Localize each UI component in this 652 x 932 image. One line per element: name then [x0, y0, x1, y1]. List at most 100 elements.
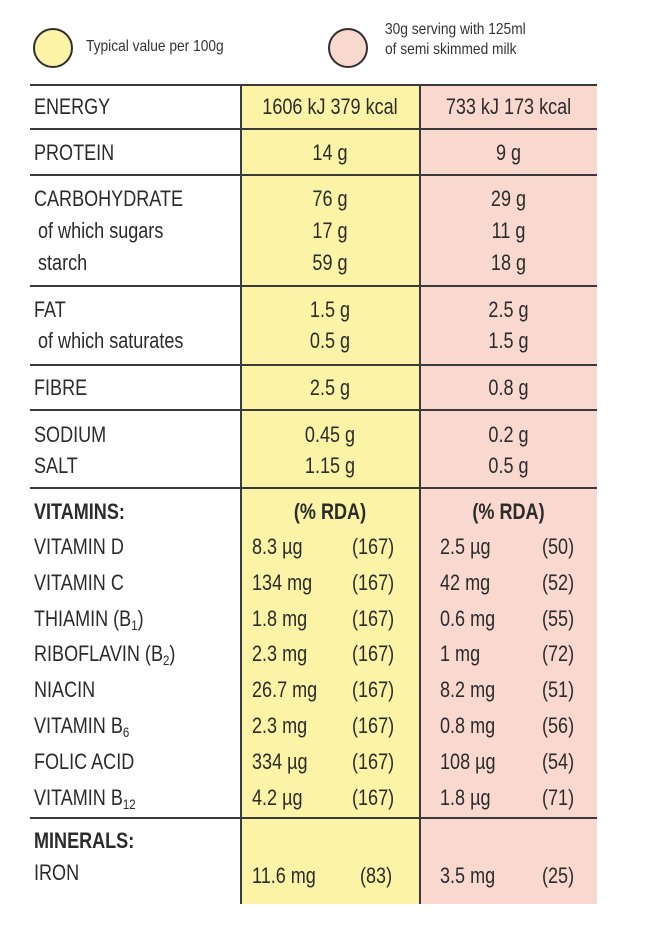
vitamin-rda-per-100g: (167) — [352, 785, 395, 810]
vitamin-rda-per-100g: (167) — [352, 534, 395, 559]
vitamin-label-text: VITAMIN B — [34, 785, 123, 810]
per-100g-legend-label: Typical value per 100g — [86, 38, 224, 55]
rda-heading-per-serving: (% RDA) — [472, 499, 545, 524]
vitamin-label-text: VITAMIN C — [34, 570, 124, 595]
serving-legend-line-2: of semi skimmed milk — [385, 41, 517, 58]
vitamin-per-100g: 134 mg — [252, 570, 313, 595]
vitamin-rda-per-100g: (167) — [352, 570, 395, 595]
row-divider — [30, 84, 597, 86]
vitamin-label-text: NIACIN — [34, 677, 96, 702]
carbohydrate-label: CARBOHYDRATE — [34, 186, 184, 211]
vitamin-label-text: VITAMIN D — [34, 534, 124, 559]
sugars-per-serving: 11 g — [491, 218, 526, 243]
vitamin-label-close: ) — [137, 606, 144, 631]
fibre-per-serving: 0.8 g — [488, 375, 529, 400]
column-divider-left — [240, 84, 242, 904]
fat-per-100g: 1.5 g — [309, 297, 351, 322]
saturates-per-100g: 0.5 g — [309, 328, 351, 353]
vitamin-rda-per-serving: (55) — [542, 606, 575, 631]
vitamin-rda-per-100g: (167) — [352, 606, 395, 631]
vitamin-per-serving: 108 µg — [440, 749, 496, 774]
salt-per-serving: 0.5 g — [488, 453, 529, 478]
salt-per-100g: 1.15 g — [304, 453, 356, 478]
starch-per-serving: 18 g — [490, 250, 527, 275]
vitamin-per-100g: 1.8 mg — [252, 606, 308, 631]
nutrition-table: ENERGY 1606 kJ 379 kcal 733 kJ 173 kcal … — [30, 84, 597, 904]
salt-label: SALT — [34, 453, 78, 478]
serving-swatch — [328, 28, 368, 68]
vitamin-label-text: RIBOFLAVIN (B — [34, 641, 163, 666]
iron-rda-per-100g: (83) — [360, 863, 393, 888]
vitamin-label: THIAMIN (B1) — [34, 603, 144, 635]
sugars-per-100g: 17 g — [312, 218, 348, 243]
vitamin-label: VITAMIN B12 — [34, 782, 136, 814]
starch-per-100g: 59 g — [312, 250, 348, 275]
vitamin-label-subscript: 12 — [122, 796, 136, 812]
vitamin-rda-per-serving: (52) — [542, 570, 575, 595]
rda-heading-per-100g: (% RDA) — [293, 499, 367, 524]
row-divider — [30, 174, 597, 176]
vitamin-label: RIBOFLAVIN (B2) — [34, 638, 175, 670]
per-serving-column — [420, 84, 597, 904]
vitamin-per-serving: 1 mg — [440, 641, 481, 666]
vitamin-rda-per-100g: (167) — [352, 749, 395, 774]
per-100g-swatch — [33, 28, 73, 68]
fibre-label: FIBRE — [34, 375, 88, 400]
legend: Typical value per 100g 30g serving with … — [30, 18, 610, 78]
row-divider — [30, 285, 597, 287]
vitamin-label-text: VITAMIN B — [34, 713, 123, 738]
vitamin-per-serving: 1.8 µg — [440, 785, 491, 810]
minerals-heading: MINERALS: — [34, 828, 135, 853]
vitamin-rda-per-serving: (54) — [542, 749, 575, 774]
vitamin-label-subscript: 1 — [131, 617, 138, 633]
vitamin-label-text: THIAMIN (B — [34, 606, 132, 631]
vitamin-label-close: ) — [169, 641, 176, 666]
vitamin-label: VITAMIN C — [34, 567, 124, 599]
iron-label: IRON — [34, 860, 80, 885]
vitamin-per-100g: 2.3 mg — [252, 641, 308, 666]
row-divider — [30, 817, 597, 819]
vitamin-label: VITAMIN B6 — [34, 710, 129, 742]
protein-label: PROTEIN — [34, 140, 115, 165]
energy-label: ENERGY — [34, 94, 111, 119]
vitamin-label: VITAMIN D — [34, 531, 124, 563]
row-divider — [30, 364, 597, 366]
vitamin-per-serving: 2.5 µg — [440, 534, 491, 559]
carbohydrate-per-serving: 29 g — [490, 186, 527, 211]
vitamin-label-subscript: 2 — [162, 652, 170, 668]
serving-legend-label: 30g serving with 125ml of semi skimmed m… — [385, 20, 526, 60]
fat-label: FAT — [34, 297, 66, 322]
vitamin-label: NIACIN — [34, 674, 95, 706]
iron-per-serving: 3.5 mg — [440, 863, 496, 888]
fibre-per-100g: 2.5 g — [309, 375, 351, 400]
sugars-label: of which sugars — [38, 218, 164, 243]
vitamin-rda-per-100g: (167) — [352, 677, 395, 702]
vitamin-rda-per-100g: (167) — [352, 713, 395, 738]
starch-label: starch — [38, 250, 88, 275]
row-divider — [30, 409, 597, 411]
vitamin-rda-per-serving: (50) — [542, 534, 575, 559]
vitamin-per-100g: 8.3 µg — [252, 534, 303, 559]
serving-legend-line-1: 30g serving with 125ml — [385, 21, 526, 38]
vitamin-label-text: FOLIC ACID — [34, 749, 135, 774]
vitamin-per-serving: 0.8 mg — [440, 713, 496, 738]
sodium-label: SODIUM — [34, 422, 107, 447]
vitamin-per-100g: 2.3 mg — [252, 713, 308, 738]
vitamin-per-100g: 334 µg — [252, 749, 308, 774]
saturates-per-serving: 1.5 g — [488, 328, 529, 353]
vitamin-per-serving: 8.2 mg — [440, 677, 496, 702]
protein-per-100g: 14 g — [312, 140, 348, 165]
vitamin-rda-per-serving: (72) — [542, 641, 575, 666]
vitamin-rda-per-serving: (71) — [542, 785, 575, 810]
vitamin-per-100g: 4.2 µg — [252, 785, 303, 810]
sodium-per-100g: 0.45 g — [304, 422, 356, 447]
iron-per-100g: 11.6 mg — [252, 863, 316, 888]
vitamin-rda-per-serving: (56) — [542, 713, 575, 738]
energy-per-serving: 733 kJ 173 kcal — [445, 94, 572, 119]
vitamin-label-subscript: 6 — [122, 724, 130, 740]
vitamin-per-serving: 0.6 mg — [440, 606, 496, 631]
iron-rda-per-serving: (25) — [542, 863, 575, 888]
vitamin-rda-per-100g: (167) — [352, 641, 395, 666]
row-divider — [30, 487, 597, 489]
row-divider — [30, 128, 597, 130]
